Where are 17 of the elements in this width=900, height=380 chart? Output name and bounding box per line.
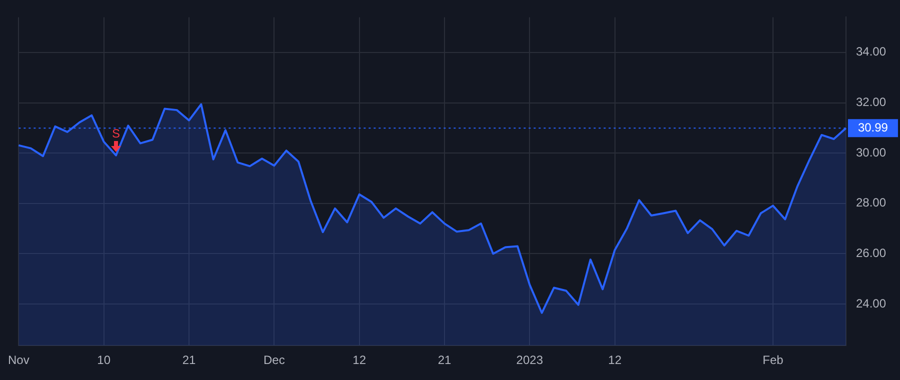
x-tick-label: 2023 xyxy=(516,353,544,368)
y-tick-label: 30.00 xyxy=(856,145,886,160)
x-tick-label: 10 xyxy=(97,353,111,368)
x-tick-label: Nov xyxy=(8,353,30,368)
x-tick-label: Feb xyxy=(762,353,784,368)
x-tick-label: 21 xyxy=(182,353,196,368)
y-tick-label: 24.00 xyxy=(856,296,886,310)
x-tick-label: 12 xyxy=(352,353,366,368)
y-tick-label: 32.00 xyxy=(856,95,886,110)
annotation: S xyxy=(112,126,120,141)
y-tick-label: 34.00 xyxy=(856,44,886,59)
y-tick-label: 26.00 xyxy=(856,246,886,260)
x-tick-label: 21 xyxy=(438,353,452,368)
y-tick-label: 28.00 xyxy=(856,196,886,210)
x-tick-label: 12 xyxy=(608,353,622,368)
ref-line-label: 30.99 xyxy=(858,120,888,134)
x-tick-label: Dec xyxy=(263,353,285,368)
